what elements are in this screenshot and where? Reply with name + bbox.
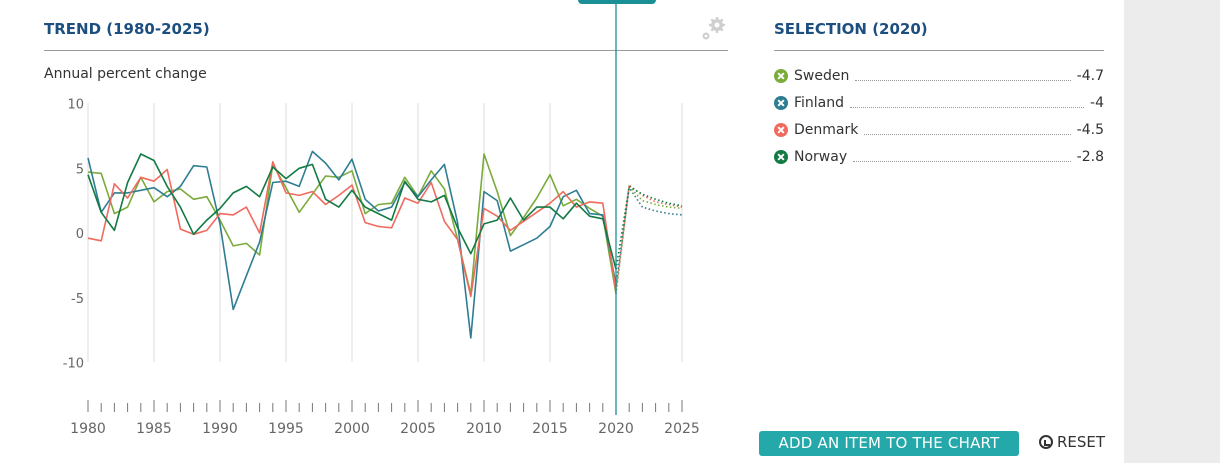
x-tick-label: 1980 (70, 421, 106, 437)
trend-title-divider (44, 50, 728, 51)
reset-button[interactable]: RESET (1039, 433, 1105, 451)
y-axis-label: Annual percent change (44, 66, 207, 82)
y-tick-label: -10 (63, 357, 84, 372)
forecast-line-finland[interactable] (615, 185, 683, 285)
x-tick-label: 2000 (334, 421, 370, 437)
x-tick-label: 2020 (598, 421, 634, 437)
year-marker-handle[interactable] (578, 0, 656, 4)
gear-icon[interactable] (700, 16, 728, 44)
legend-item-finland[interactable]: Finland -4 (774, 93, 1104, 113)
series-line-finland[interactable] (87, 150, 617, 339)
leader-dots (853, 153, 1071, 162)
legend-label: Norway (794, 149, 848, 165)
y-tick-label: 0 (76, 227, 84, 242)
legend-value: -2.8 (1076, 149, 1104, 165)
close-icon[interactable] (774, 69, 788, 83)
close-icon[interactable] (774, 96, 788, 110)
legend-value: -4.5 (1076, 122, 1104, 138)
reset-icon (1039, 435, 1053, 449)
leader-dots (850, 99, 1085, 108)
legend-value: -4.7 (1076, 68, 1104, 84)
trend-title: TREND (1980-2025) (44, 20, 210, 38)
x-tick-label: 2025 (664, 421, 700, 437)
leader-dots (864, 126, 1071, 135)
y-tick-label: 5 (76, 162, 84, 177)
legend-label: Sweden (794, 68, 850, 84)
x-tick-label: 2010 (466, 421, 502, 437)
close-icon[interactable] (774, 123, 788, 137)
x-tick-label: 2005 (400, 421, 436, 437)
leader-dots (855, 72, 1071, 81)
legend-label: Denmark (794, 122, 859, 138)
legend-item-norway[interactable]: Norway -2.8 (774, 147, 1104, 167)
x-tick-label: 1995 (268, 421, 304, 437)
legend-label: Finland (794, 95, 845, 111)
add-item-button[interactable]: ADD AN ITEM TO THE CHART (759, 431, 1019, 456)
reset-label: RESET (1057, 433, 1106, 451)
forecast-line-norway[interactable] (615, 185, 683, 270)
close-icon[interactable] (774, 150, 788, 164)
x-tick-label: 1985 (136, 421, 172, 437)
selection-title: SELECTION (2020) (774, 20, 928, 38)
x-tick-label: 1990 (202, 421, 238, 437)
series-line-denmark[interactable] (87, 161, 617, 298)
legend-value: -4 (1090, 95, 1104, 111)
legend-item-sweden[interactable]: Sweden -4.7 (774, 66, 1104, 86)
forecast-line-sweden[interactable] (615, 184, 683, 294)
forecast-line-denmark[interactable] (615, 183, 683, 292)
legend-item-denmark[interactable]: Denmark -4.5 (774, 120, 1104, 140)
x-tick-label: 2015 (532, 421, 568, 437)
series-line-norway[interactable] (87, 153, 617, 270)
y-tick-label: -5 (71, 292, 84, 307)
selection-title-divider (774, 50, 1104, 51)
y-tick-label: 10 (67, 98, 84, 113)
